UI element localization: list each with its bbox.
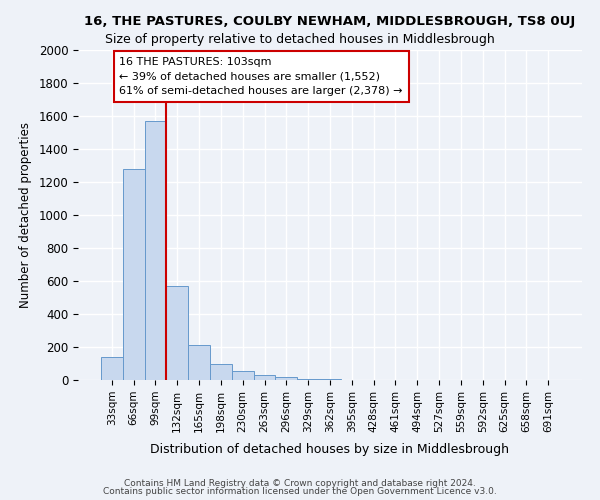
Bar: [297, 379, 319, 380]
Text: 16 THE PASTURES: 103sqm
← 39% of detached houses are smaller (1,552)
61% of semi: 16 THE PASTURES: 103sqm ← 39% of detache…: [119, 56, 403, 96]
Bar: [188, 344, 210, 380]
Bar: [254, 375, 275, 380]
X-axis label: Distribution of detached houses by size in Middlesbrough: Distribution of detached houses by size …: [151, 443, 509, 456]
Text: Contains HM Land Registry data © Crown copyright and database right 2024.: Contains HM Land Registry data © Crown c…: [124, 478, 476, 488]
Bar: [145, 121, 166, 380]
Text: Size of property relative to detached houses in Middlesbrough: Size of property relative to detached ho…: [105, 32, 495, 46]
Bar: [166, 286, 188, 380]
Bar: [123, 169, 145, 380]
Bar: [275, 376, 297, 380]
Bar: [319, 379, 341, 380]
Y-axis label: Number of detached properties: Number of detached properties: [19, 122, 32, 308]
Bar: [101, 357, 123, 380]
Bar: [210, 364, 232, 380]
Text: Contains public sector information licensed under the Open Government Licence v3: Contains public sector information licen…: [103, 487, 497, 496]
Bar: [232, 371, 254, 380]
Title: 16, THE PASTURES, COULBY NEWHAM, MIDDLESBROUGH, TS8 0UJ: 16, THE PASTURES, COULBY NEWHAM, MIDDLES…: [85, 15, 575, 28]
